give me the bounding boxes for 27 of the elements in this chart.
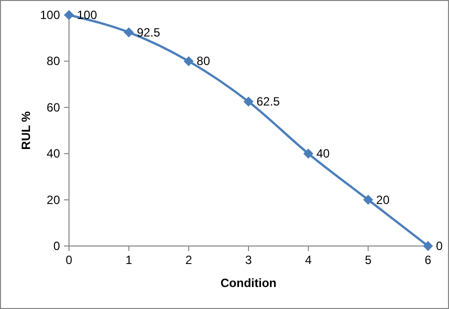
- point: [363, 194, 374, 205]
- y-tick-label: 20: [46, 192, 60, 207]
- x-tick-label: 1: [125, 253, 132, 267]
- data-label: 62.5: [256, 94, 280, 109]
- y-tick-label: 80: [46, 54, 60, 68]
- data-label: 80: [196, 54, 210, 68]
- data-label: 92.5: [136, 25, 161, 40]
- x-tick-label: 2: [185, 253, 192, 267]
- x-axis-title: Condition: [220, 276, 276, 290]
- point: [124, 27, 134, 38]
- y-tick-label: 100: [40, 8, 60, 22]
- y-tick-label: 40: [46, 146, 60, 161]
- x-tick-label: 4: [304, 253, 312, 267]
- point: [303, 148, 314, 159]
- data-label: 0: [436, 239, 443, 253]
- x-tick-label: 5: [364, 253, 372, 267]
- data-label: 40: [316, 146, 330, 161]
- point: [244, 96, 254, 107]
- x-tick-label: 0: [66, 253, 73, 267]
- y-tick-label: 0: [53, 239, 60, 253]
- y-tick-label: 60: [46, 100, 60, 114]
- data-label: 100: [77, 8, 98, 22]
- x-tick-label: 6: [424, 253, 432, 267]
- point: [184, 56, 194, 66]
- y-axis-title: RUL %: [19, 110, 33, 150]
- x-tick-label: 3: [245, 253, 252, 267]
- data-label: 20: [376, 192, 390, 207]
